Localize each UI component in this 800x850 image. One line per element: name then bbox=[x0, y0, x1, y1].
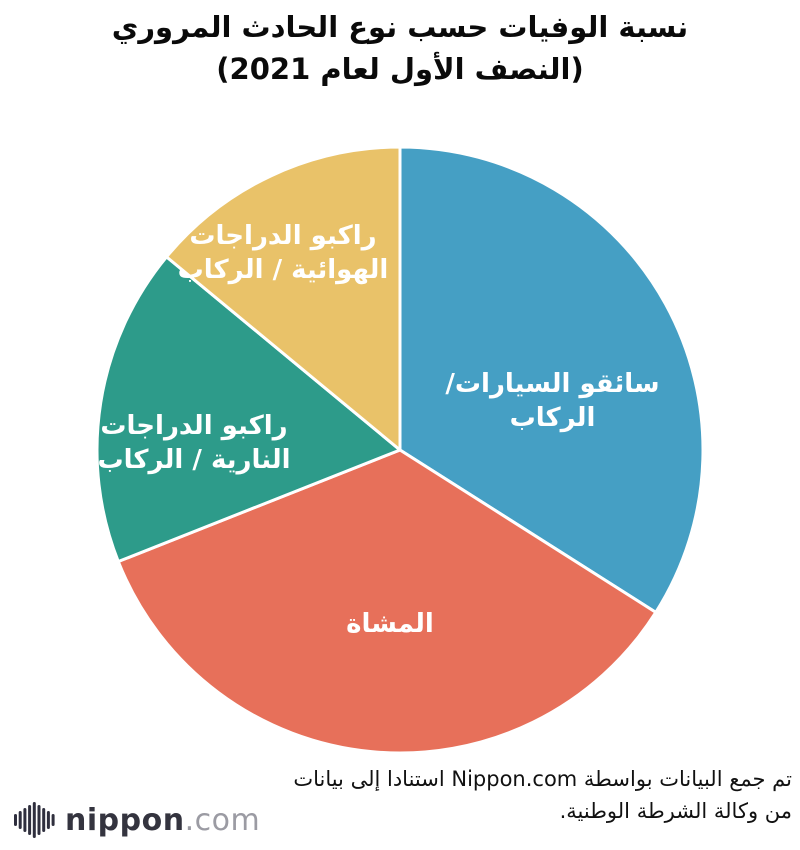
chart-title-line1: نسبة الوفيات حسب نوع الحادث المروري bbox=[111, 10, 689, 44]
pie-slice-0 bbox=[398, 145, 705, 614]
pie-slice-3 bbox=[165, 145, 402, 452]
slice-label-text-line2: النارية / الركاب bbox=[97, 444, 291, 475]
nippon-logo: nippon.com bbox=[14, 798, 260, 842]
chart-title: نسبة الوفيات حسب نوع الحادث المروري (الن… bbox=[0, 6, 800, 90]
source-caption: تم جمع البيانات بواسطة Nippon.com استناد… bbox=[8, 764, 792, 827]
source-caption-line2: من وكالة الشرطة الوطنية. bbox=[559, 798, 792, 823]
soundwave-bars-icon bbox=[14, 802, 55, 838]
slice-label-text-line2: الهوائية / الركاب bbox=[177, 254, 389, 285]
slice-label-text-line1: راكبو الدراجات bbox=[189, 221, 377, 251]
chart-title-line2: (النصف الأول لعام 2021) bbox=[216, 52, 584, 87]
slice-label-pedestrians: المشاة bbox=[300, 608, 480, 642]
source-caption-line1: تم جمع البيانات بواسطة Nippon.com استناد… bbox=[293, 767, 792, 791]
slice-label-text-line1: راكبو الدراجات bbox=[100, 411, 288, 441]
slice-label-text: المشاة bbox=[346, 609, 434, 639]
pie-chart bbox=[95, 145, 705, 755]
pie-slice-2 bbox=[95, 255, 402, 564]
slice-label-motorcycle-riders-passengers: راكبو الدراجات النارية / الركاب bbox=[68, 410, 320, 478]
logo-text: nippon.com bbox=[65, 803, 260, 838]
slice-label-text: سائقو السيارات/ الركاب bbox=[445, 369, 660, 433]
logo-brand: nippon bbox=[65, 802, 185, 838]
pie-slice-1 bbox=[116, 448, 658, 755]
logo-tld: .com bbox=[184, 802, 261, 838]
slice-label-car-drivers-passengers: سائقو السيارات/ الركاب bbox=[405, 368, 700, 436]
slice-label-bicycle-riders-passengers: راكبو الدراجات الهوائية / الركاب bbox=[152, 220, 414, 288]
